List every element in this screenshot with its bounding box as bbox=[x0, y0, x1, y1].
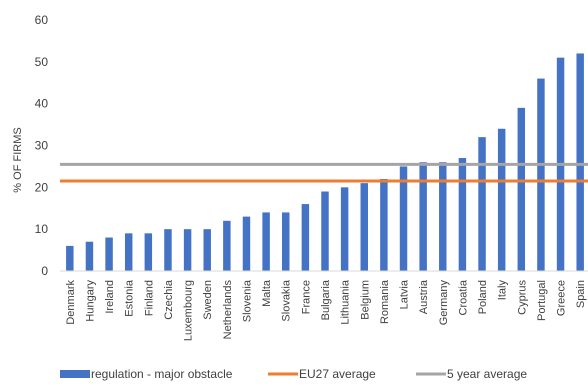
bar bbox=[282, 212, 290, 271]
x-tick-label: Estonia bbox=[124, 279, 136, 317]
legend-label: EU27 average bbox=[299, 367, 376, 381]
bar bbox=[85, 241, 94, 271]
bar bbox=[576, 53, 584, 271]
y-tick-label: 10 bbox=[35, 222, 49, 236]
x-tick-label: Germany bbox=[438, 280, 450, 326]
x-tick-label: Cyprus bbox=[516, 280, 528, 315]
bar bbox=[478, 137, 486, 271]
y-axis-ticks: 0 10 20 30 40 50 60 bbox=[35, 13, 49, 278]
x-tick-label: Czechia bbox=[163, 279, 175, 320]
bar bbox=[242, 216, 251, 271]
y-tick-label: 0 bbox=[41, 264, 48, 278]
x-tick-label: Luxembourg bbox=[183, 280, 195, 341]
average-lines bbox=[60, 162, 588, 183]
bar bbox=[301, 204, 310, 271]
bar bbox=[262, 212, 270, 271]
x-tick-label: Bulgaria bbox=[320, 279, 332, 320]
x-tick-label: Netherlands bbox=[222, 280, 234, 340]
x-tick-label: Slovenia bbox=[241, 279, 253, 322]
bar bbox=[360, 183, 368, 271]
x-tick-label: Hungary bbox=[84, 280, 96, 322]
y-tick-label: 40 bbox=[35, 97, 49, 111]
legend-label: regulation - major obstacle bbox=[91, 367, 233, 381]
x-tick-label: Poland bbox=[477, 280, 489, 314]
bar bbox=[164, 229, 172, 271]
legend: regulation - major obstacle EU27 average 5… bbox=[60, 367, 527, 381]
x-tick-label: Romania bbox=[379, 279, 391, 324]
x-tick-label: Ireland bbox=[104, 280, 116, 314]
bar bbox=[537, 78, 545, 271]
bar bbox=[517, 107, 526, 271]
x-axis-labels: Denmark Hungary Ireland Estonia Finland Czech… bbox=[65, 279, 587, 341]
y-axis-title: % OF FIRMS bbox=[12, 127, 24, 192]
x-tick-label: Spain bbox=[575, 280, 587, 308]
y-tick-label: 20 bbox=[35, 180, 49, 194]
bar bbox=[144, 233, 153, 271]
bars bbox=[66, 53, 584, 272]
x-tick-label: Italy bbox=[497, 280, 509, 301]
y-tick-label: 30 bbox=[35, 139, 49, 153]
bar bbox=[321, 191, 329, 271]
legend-swatch bbox=[60, 370, 90, 378]
x-tick-label: Finland bbox=[143, 280, 155, 316]
x-tick-label: Latvia bbox=[399, 279, 411, 309]
bar bbox=[380, 178, 388, 271]
bar bbox=[223, 220, 231, 271]
x-tick-label: Austria bbox=[418, 279, 430, 314]
bar bbox=[497, 128, 506, 271]
x-tick-label: Malta bbox=[261, 279, 273, 307]
bar bbox=[399, 166, 408, 271]
x-tick-label: Greece bbox=[556, 280, 568, 316]
x-tick-label: Slovakia bbox=[281, 279, 293, 321]
x-tick-label: Belgium bbox=[359, 280, 371, 320]
x-tick-label: Sweden bbox=[202, 280, 214, 320]
bar bbox=[105, 237, 113, 271]
y-tick-label: 60 bbox=[35, 13, 49, 27]
bar bbox=[124, 233, 133, 271]
x-tick-label: Denmark bbox=[65, 280, 77, 325]
x-tick-label: Lithuania bbox=[340, 279, 352, 325]
bar bbox=[183, 229, 192, 271]
bar bbox=[203, 229, 211, 271]
legend-label: 5 year average bbox=[447, 367, 527, 381]
bar bbox=[340, 187, 349, 271]
x-tick-label: Portugal bbox=[536, 280, 548, 321]
bar bbox=[458, 158, 467, 271]
bar bbox=[66, 245, 74, 271]
x-tick-label: France bbox=[300, 280, 312, 314]
bar bbox=[419, 162, 427, 271]
bar bbox=[439, 162, 447, 271]
x-tick-label: Croatia bbox=[457, 279, 469, 315]
y-tick-label: 50 bbox=[35, 55, 49, 69]
